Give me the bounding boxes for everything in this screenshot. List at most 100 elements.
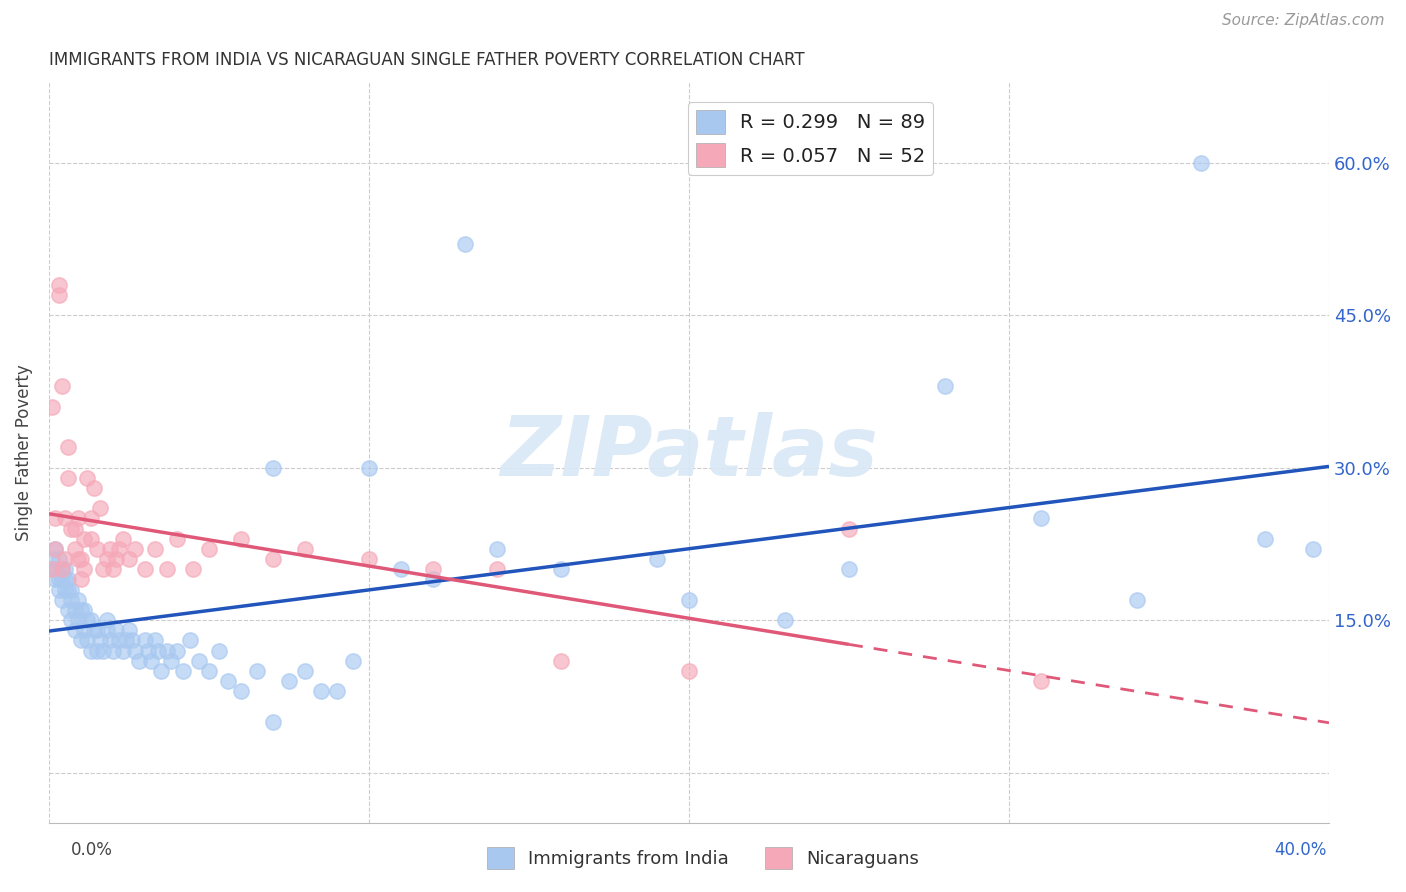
Point [342, 654, 364, 668]
Point [44, 511, 66, 525]
Point [118, 552, 141, 566]
Point [48, 288, 70, 302]
Point [159, 654, 181, 668]
Point [79, 511, 101, 525]
Point [83, 481, 105, 495]
Point [111, 532, 134, 546]
Point [48, 582, 70, 597]
Point [118, 624, 141, 638]
Point [262, 714, 284, 729]
Point [53, 582, 76, 597]
Point [1029, 674, 1052, 689]
Point [60, 522, 83, 536]
Point [146, 643, 169, 657]
Point [48, 573, 70, 587]
Point [485, 541, 508, 556]
Point [101, 643, 124, 657]
Point [357, 460, 380, 475]
Point [76, 471, 98, 485]
Point [550, 562, 572, 576]
Point [166, 532, 188, 546]
Point [550, 654, 572, 668]
Point [41, 562, 63, 576]
Point [93, 643, 115, 657]
Point [773, 613, 796, 627]
Point [134, 633, 156, 648]
Point [66, 511, 89, 525]
Point [678, 664, 700, 678]
Point [53, 573, 76, 587]
Text: 40.0%: 40.0% [1274, 840, 1327, 858]
Point [114, 633, 136, 648]
Point [357, 552, 380, 566]
Point [96, 552, 118, 566]
Point [111, 643, 134, 657]
Point [86, 624, 108, 638]
Point [1254, 532, 1277, 546]
Point [124, 643, 146, 657]
Point [44, 541, 66, 556]
Point [246, 664, 269, 678]
Point [96, 613, 118, 627]
Point [44, 573, 66, 587]
Text: ZIPatlas: ZIPatlas [501, 412, 877, 493]
Point [156, 562, 179, 576]
Point [56, 471, 79, 485]
Point [73, 562, 96, 576]
Point [86, 643, 108, 657]
Point [136, 643, 159, 657]
Point [51, 379, 73, 393]
Point [389, 562, 412, 576]
Point [41, 400, 63, 414]
Point [44, 541, 66, 556]
Point [56, 603, 79, 617]
Point [105, 624, 128, 638]
Point [44, 562, 66, 576]
Point [51, 573, 73, 587]
Point [108, 633, 131, 648]
Point [678, 592, 700, 607]
Point [101, 562, 124, 576]
Point [60, 613, 83, 627]
Point [56, 573, 79, 587]
Point [73, 532, 96, 546]
Point [56, 582, 79, 597]
Point [76, 633, 98, 648]
Point [217, 674, 239, 689]
Point [98, 633, 121, 648]
Point [73, 624, 96, 638]
Point [149, 664, 172, 678]
Point [156, 643, 179, 657]
Point [134, 562, 156, 576]
Point [63, 603, 86, 617]
Point [124, 541, 146, 556]
Point [105, 552, 128, 566]
Point [83, 624, 105, 638]
Point [56, 440, 79, 454]
Point [294, 541, 316, 556]
Point [121, 633, 143, 648]
Point [60, 592, 83, 607]
Point [198, 541, 221, 556]
Point [485, 562, 508, 576]
Point [278, 674, 301, 689]
Point [838, 562, 860, 576]
Point [70, 603, 93, 617]
Point [108, 541, 131, 556]
Point [70, 552, 93, 566]
Point [143, 541, 166, 556]
Point [60, 582, 83, 597]
Legend: R = 0.299   N = 89, R = 0.057   N = 52: R = 0.299 N = 89, R = 0.057 N = 52 [688, 103, 934, 175]
Point [70, 573, 93, 587]
Point [48, 552, 70, 566]
Point [188, 654, 211, 668]
Text: IMMIGRANTS FROM INDIA VS NICARAGUAN SINGLE FATHER POVERTY CORRELATION CHART: IMMIGRANTS FROM INDIA VS NICARAGUAN SING… [49, 51, 804, 69]
Point [66, 613, 89, 627]
Point [179, 633, 201, 648]
Point [86, 541, 108, 556]
Point [128, 654, 150, 668]
Point [229, 684, 252, 698]
Point [53, 562, 76, 576]
Point [53, 511, 76, 525]
Point [262, 552, 284, 566]
